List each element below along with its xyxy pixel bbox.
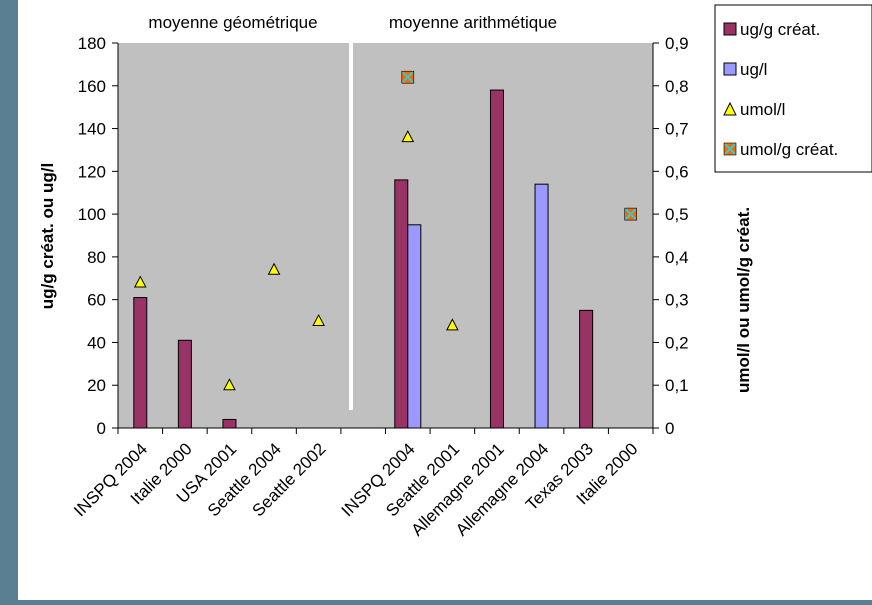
y-right-tick-label: 0,5: [665, 205, 689, 224]
legend-label: umol/l: [740, 100, 785, 119]
legend-label: ug/g créat.: [740, 20, 820, 39]
bar: [534, 183, 549, 429]
triangle-point: [312, 313, 325, 327]
chart-marks: [133, 70, 638, 429]
legend-box: [714, 4, 872, 173]
y-right-tick-label: 0,3: [665, 291, 689, 310]
legend-label: ug/l: [740, 60, 767, 79]
y-right-axis-label: umol/l ou umol/g créat.: [734, 207, 753, 393]
y-right-tick-label: 0,6: [665, 162, 689, 181]
y-left-tick-label: 60: [87, 291, 106, 310]
triangle-point: [401, 130, 415, 143]
y-left-tick-label: 0: [97, 419, 106, 438]
annotation-geometric-mean: moyenne géométrique: [148, 13, 317, 32]
legend-label: umol/g créat.: [740, 140, 838, 159]
bar: [579, 309, 594, 429]
y-right-tick-label: 0,8: [665, 77, 689, 96]
legend-swatch: [723, 22, 737, 36]
y-left-tick-label: 40: [87, 333, 106, 352]
legend-swatch-cross: [724, 143, 736, 155]
x-square-point: [401, 70, 415, 84]
bar: [394, 179, 409, 429]
legend: ug/g créat. ug/l umol/l umol/g créat.: [714, 4, 872, 173]
bar: [222, 418, 237, 429]
y-right-tick-label: 0,2: [665, 333, 689, 352]
y-left-axis-label: ug/g créat. ou ug/l: [38, 163, 57, 309]
legend-swatch: [723, 62, 737, 76]
y-right-tick-label: 0,4: [665, 248, 689, 267]
annotation-arithmetic-mean: moyenne arithmétique: [389, 13, 557, 32]
bar: [177, 339, 192, 429]
y-left-tick-label: 140: [78, 120, 106, 139]
y-right-tick-label: 0: [665, 419, 674, 438]
x-square-point: [624, 207, 638, 221]
x-square-cross: [402, 71, 414, 83]
y-right-tick-label: 0,1: [665, 376, 689, 395]
triangle-point: [267, 262, 281, 275]
triangle-point: [133, 275, 147, 288]
y-left-tick-label: 160: [78, 77, 106, 96]
x-square-cross: [625, 208, 637, 220]
y-right-tick-label: 0,7: [665, 120, 689, 139]
y-left-tick-label: 100: [78, 205, 106, 224]
y-left-tick-label: 20: [87, 376, 106, 395]
y-right-tick-label: 0,9: [665, 34, 689, 53]
bar: [489, 89, 504, 429]
triangle-point: [446, 318, 459, 331]
y-left-tick-label: 80: [87, 248, 106, 267]
plot-area: [118, 43, 653, 428]
triangle-point: [223, 378, 236, 391]
y-left-tick-label: 180: [78, 34, 106, 53]
legend-swatch: [723, 101, 737, 116]
bar: [133, 297, 148, 429]
y-left-tick-label: 120: [78, 162, 106, 181]
bar: [407, 224, 422, 429]
